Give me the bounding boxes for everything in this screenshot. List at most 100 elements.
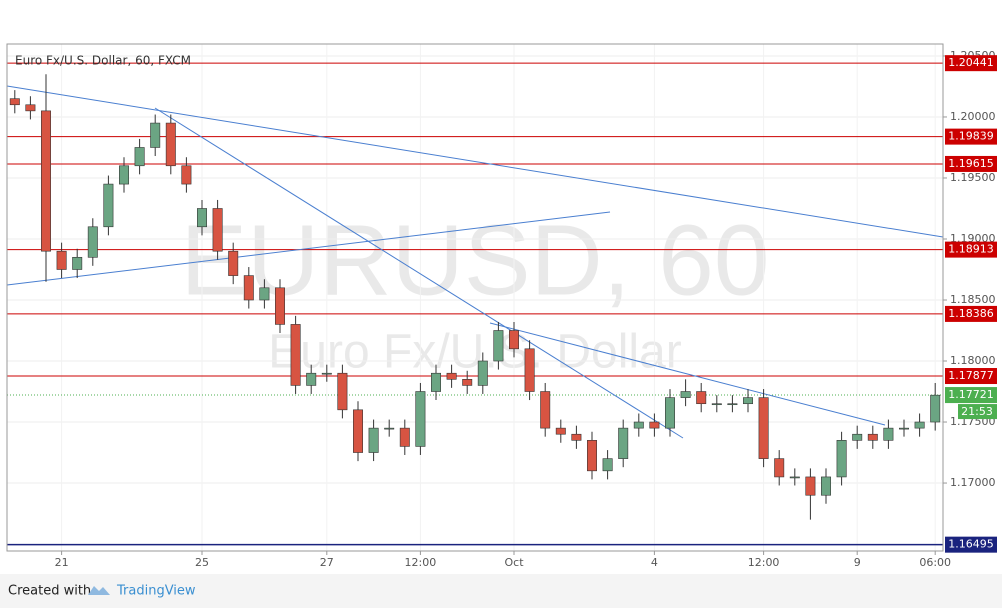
candle-body (399, 427, 410, 447)
candle-body (337, 372, 348, 411)
candle-body (883, 427, 894, 441)
candle-body (353, 409, 363, 453)
candle-body (477, 360, 488, 386)
y-tick-label: 1.17000 (950, 476, 996, 489)
x-tick-label: 21 (55, 556, 69, 569)
candle-body (696, 391, 707, 405)
candle-body (571, 433, 582, 441)
candle-body (243, 275, 254, 301)
candle-body (321, 372, 332, 375)
candle-body (805, 476, 816, 496)
candle-body (9, 98, 20, 106)
candle-body (649, 421, 660, 429)
footer-brand[interactable]: TradingView (116, 584, 196, 599)
level-box (945, 128, 997, 145)
chart-title: Euro Fx/U.S. Dollar, 60, FXCM (15, 54, 191, 68)
x-tick-label: 06:00 (919, 556, 951, 569)
axis-group: 1.170001.175001.180001.185001.190001.195… (55, 49, 997, 569)
candle-body (228, 250, 239, 276)
level-label: 1.18913 (948, 243, 994, 256)
candle-body (680, 391, 691, 398)
candle-body (524, 348, 535, 392)
candle-body (509, 330, 519, 350)
trendline (489, 322, 886, 426)
countdown: 21:53 (961, 405, 993, 418)
candle-body (789, 476, 800, 479)
x-tick-label: Oct (504, 556, 524, 569)
level-label: 1.19839 (948, 130, 994, 143)
tradingview-logo[interactable] (88, 586, 110, 595)
y-tick-label: 1.19500 (950, 171, 996, 184)
candle-body (899, 427, 909, 430)
candle-body (587, 440, 597, 472)
y-tick-label: 1.18500 (950, 293, 996, 306)
candle-body (41, 110, 51, 252)
grid-group (7, 44, 943, 551)
level-label: 1.20441 (948, 56, 994, 69)
candle-body (384, 427, 395, 430)
candle-body (665, 397, 675, 429)
candle-body (774, 458, 785, 478)
candle-body (119, 165, 129, 185)
candle-body (56, 250, 67, 270)
candle-body (134, 147, 145, 167)
candle-body (618, 427, 629, 459)
level-label: 1.19615 (948, 157, 994, 170)
candle-body (852, 433, 863, 441)
candle-body (212, 208, 223, 252)
x-tick-label: 9 (854, 556, 861, 569)
level-label: 1.17877 (948, 369, 994, 382)
candle-body (72, 256, 83, 270)
candle-body (711, 403, 722, 406)
x-tick-label: 4 (651, 556, 658, 569)
candle-body (633, 421, 644, 429)
x-tick-label: 12:00 (748, 556, 780, 569)
candle-body (181, 165, 192, 185)
candle-body (25, 104, 36, 112)
candle-body (555, 427, 566, 435)
level-box (945, 55, 997, 72)
candle-body (727, 403, 738, 406)
candle-body (368, 427, 379, 453)
candle-body (415, 391, 426, 447)
candle-body (914, 421, 925, 429)
support-box (945, 536, 997, 553)
x-tick-label: 25 (195, 556, 209, 569)
y-tick-label: 1.18000 (950, 354, 996, 367)
trendline (6, 211, 611, 286)
candle-body (87, 226, 98, 258)
footer-bar (0, 574, 1002, 608)
candle-body (867, 433, 878, 441)
candle-body (275, 287, 285, 325)
level-label: 1.18386 (948, 307, 994, 320)
trendlines (6, 85, 944, 439)
candle-body (103, 183, 114, 228)
level-box (945, 305, 997, 322)
candle-body (758, 397, 769, 459)
watermark-subtitle: Euro Fx/U.S. Dollar (268, 326, 681, 379)
candle-body (165, 122, 176, 167)
candle-body (821, 476, 831, 496)
candle-body (602, 458, 613, 472)
trendline (154, 107, 684, 439)
last-price-box (945, 387, 997, 404)
candle-body (836, 440, 847, 478)
footer-prefix: Created with (8, 584, 91, 599)
level-box (945, 368, 997, 385)
support-label: 1.16495 (948, 538, 994, 551)
candle-body (930, 394, 941, 423)
x-tick-label: 27 (320, 556, 334, 569)
candle-body (197, 208, 207, 228)
countdown-box (958, 404, 997, 420)
candle-body (540, 391, 551, 429)
candle-body (462, 379, 473, 386)
x-tick-label: 12:00 (405, 556, 437, 569)
candle-body (150, 122, 161, 148)
candles-group (9, 74, 941, 520)
last-price-label: 1.17721 (948, 388, 994, 401)
candle-body (259, 287, 270, 301)
y-tick-label: 1.20000 (950, 110, 996, 123)
levels-group (7, 62, 943, 546)
